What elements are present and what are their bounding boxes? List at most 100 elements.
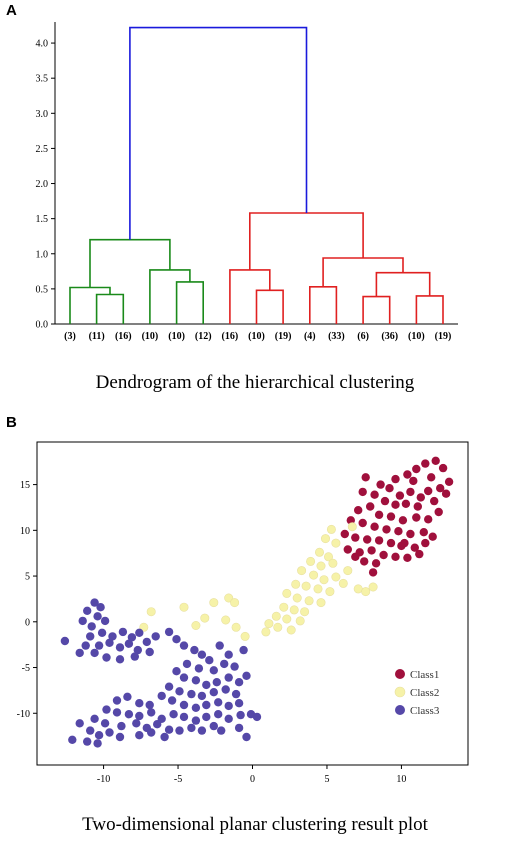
scatter-point-class3	[191, 703, 201, 712]
panel-a-label: A	[6, 2, 17, 19]
scatter-point-class1	[391, 500, 400, 509]
scatter-point-class1	[427, 473, 436, 482]
scatter-point-class3	[167, 696, 177, 705]
scatter-x-tick-label: 10	[396, 774, 406, 785]
dendrogram-link	[69, 286, 111, 324]
scatter-point-class1	[340, 529, 349, 539]
scatter-point-class3	[175, 687, 184, 696]
scatter-point-class2	[314, 547, 324, 557]
scatter-point-class1	[360, 557, 369, 566]
scatter-point-class1	[380, 496, 390, 506]
scatter-point-class2	[273, 622, 283, 632]
dendrogram-leaf-label: (10)	[408, 331, 425, 342]
scatter-point-class3	[145, 647, 154, 657]
scatter-point-class3	[197, 726, 207, 735]
dendrogram-leaf-label: (12)	[195, 331, 212, 342]
scatter-point-class3	[142, 637, 151, 647]
scatter-point-class2	[304, 596, 314, 606]
dendrogram-link	[308, 285, 338, 324]
scatter-point-class3	[78, 616, 87, 626]
scatter-point-class3	[234, 723, 244, 733]
dendrogram-y-tick-label: 3.5	[36, 74, 49, 85]
scatter-point-class1	[343, 545, 352, 554]
scatter-point-class1	[421, 459, 430, 468]
dendrogram-y-tick-label: 4.0	[36, 39, 49, 50]
scatter-x-tick-label: 5	[324, 774, 329, 785]
scatter-point-class3	[169, 710, 178, 719]
scatter-point-class2	[320, 534, 330, 544]
scatter-point-class2	[338, 578, 348, 588]
scatter-point-class3	[124, 710, 134, 719]
scatter-point-class1	[379, 550, 388, 560]
scatter-point-class3	[93, 739, 102, 748]
scatter-point-class1	[370, 490, 379, 499]
scatter-point-class3	[100, 719, 110, 728]
scatter-point-class2	[313, 584, 323, 594]
scatter-point-class3	[124, 639, 134, 648]
dendrogram-y-tick-label: 3.0	[36, 109, 49, 120]
scatter-point-class3	[234, 699, 244, 708]
scatter-point-class3	[212, 678, 221, 687]
dendrogram-leaf-label: (10)	[168, 331, 185, 342]
scatter-point-class3	[112, 696, 122, 705]
scatter-point-class1	[391, 474, 400, 484]
scatter-point-class2	[323, 552, 333, 562]
scatter-point-class2	[279, 602, 289, 612]
scatter-point-class1	[363, 535, 372, 544]
dendrogram-link	[95, 293, 125, 324]
scatter-point-class3	[93, 612, 102, 621]
scatter-point-class3	[60, 636, 70, 646]
scatter-point-class3	[81, 641, 90, 650]
scatter-point-class2	[289, 605, 299, 615]
scatter-point-class1	[412, 513, 421, 522]
scatter-point-class3	[117, 721, 126, 731]
scatter-point-class1	[371, 559, 381, 568]
dendrogram-leaf-labels: (3) (11) (16) (10) (10) (12) (16) (10) (19) (4) (3…	[64, 331, 451, 342]
scatter-point-class3	[191, 676, 201, 685]
scatter-point-class3	[135, 699, 144, 708]
scatter-point-class1	[395, 491, 405, 500]
scatter-legend: Class1 Class2 Class3	[394, 669, 440, 717]
scatter-point-class2	[353, 584, 363, 594]
legend-marker	[395, 669, 405, 679]
dendrogram-link	[89, 238, 171, 288]
dendrogram-leaf-label: (36)	[381, 331, 398, 342]
scatter-point-class3	[242, 732, 251, 742]
scatter-point-class3	[68, 735, 77, 744]
dendrogram-link	[149, 269, 191, 324]
scatter-point-class3	[252, 712, 262, 722]
dendrogram-leaf-label: (6)	[357, 331, 369, 342]
scatter-point-class2	[286, 625, 296, 635]
legend-label: Class2	[410, 687, 439, 699]
scatter-point-class1	[424, 515, 433, 524]
dendrogram-leaf-label: (3)	[64, 331, 76, 342]
scatter-point-class2	[331, 572, 341, 582]
dendrogram-leaf-label: (4)	[304, 331, 316, 342]
scatter-point-class3	[123, 692, 132, 701]
scatter-point-class1	[374, 536, 384, 545]
scatter-point-class3	[221, 685, 230, 694]
dendrogram-leaf-label: (16)	[222, 331, 239, 342]
scatter-point-class1	[413, 502, 422, 511]
scatter-point-class2	[295, 616, 305, 626]
scatter-point-class3	[179, 673, 189, 682]
scatter-point-class3	[220, 659, 229, 669]
scatter-point-class1	[430, 496, 439, 506]
scatter-point-class1	[367, 546, 376, 555]
scatter-point-class3	[209, 666, 218, 675]
legend-label: Class3	[410, 705, 440, 717]
scatter-point-class3	[115, 732, 125, 742]
scatter-point-class3	[75, 648, 84, 658]
scatter-point-class3	[202, 680, 211, 690]
scatter-point-class1	[386, 512, 396, 521]
dendrogram-link	[255, 289, 284, 324]
scatter-point-class3	[100, 616, 110, 626]
scatter-y-tick-label: 10	[20, 526, 30, 537]
scatter-point-class3	[97, 628, 107, 637]
dendrogram-leaf-label: (19)	[435, 331, 452, 342]
scatter-point-class1	[434, 507, 443, 517]
legend-marker	[394, 686, 406, 698]
scatter-point-class1	[403, 470, 412, 479]
dendrogram-y-tick-label: 0.5	[36, 284, 49, 295]
scatter-point-class3	[214, 710, 223, 719]
